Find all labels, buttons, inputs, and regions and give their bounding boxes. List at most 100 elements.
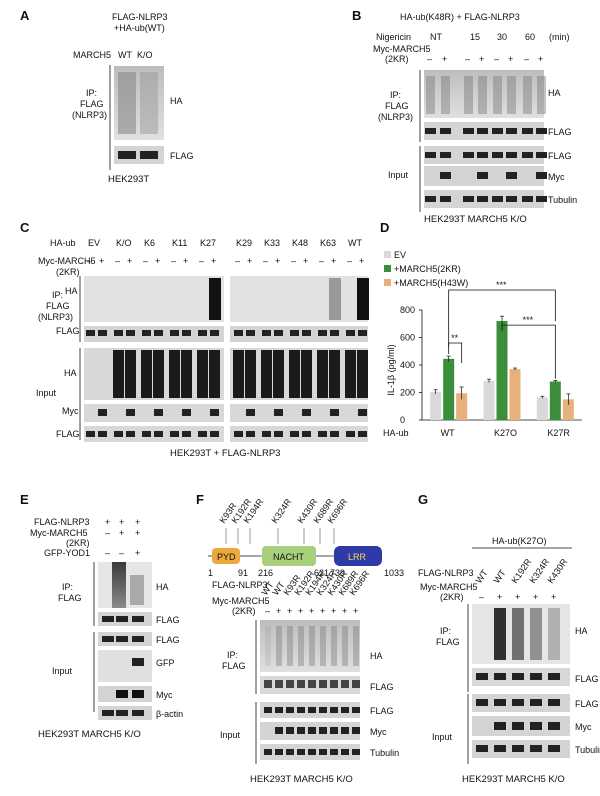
e-sign: + bbox=[135, 548, 140, 558]
g-flag-ip-band bbox=[530, 673, 542, 680]
c-ha-ip-smear bbox=[209, 278, 221, 320]
c-myc-band bbox=[302, 409, 311, 416]
c-flag-ip-band bbox=[262, 330, 271, 336]
f-signs: – + + + + + + + + bbox=[265, 606, 358, 616]
c-flag-ip-band bbox=[170, 330, 179, 336]
c-ha-input-smear bbox=[329, 350, 340, 398]
b-tubulin-band bbox=[522, 196, 533, 202]
c-sign: – bbox=[347, 256, 352, 266]
c-ha-input-smear bbox=[301, 350, 312, 398]
c-flag-ip-band bbox=[302, 330, 311, 336]
c-flag-ip-band bbox=[182, 330, 191, 336]
c-flag-ip-band bbox=[330, 330, 339, 336]
g-flag-ip-band bbox=[548, 673, 560, 680]
g-myc-band bbox=[548, 722, 560, 730]
f-ha-smear bbox=[342, 626, 348, 666]
f-sign: + bbox=[309, 606, 314, 616]
f-domain-lrr bbox=[334, 546, 382, 566]
c-ha-input-smear bbox=[289, 350, 300, 398]
c-sign: – bbox=[87, 256, 92, 266]
g-lane-bands bbox=[476, 608, 560, 752]
c-sign: + bbox=[275, 256, 280, 266]
d-bar bbox=[549, 381, 561, 420]
e-row-myc-march5: Myc-MARCH5 bbox=[30, 528, 88, 538]
g-row1: FLAG-NLRP3 bbox=[418, 568, 474, 578]
f-sign: + bbox=[298, 606, 303, 616]
b-tp-nt: NT bbox=[430, 32, 442, 42]
b-sign: + bbox=[538, 54, 543, 64]
f-row1: FLAG-NLRP3 bbox=[212, 580, 268, 590]
f-cell: HEK293T MARCH5 K/O bbox=[250, 774, 353, 785]
b-flag-ip-band bbox=[425, 128, 436, 134]
a-ha-smear-ko bbox=[140, 72, 158, 134]
c-band-flag-ip: FLAG bbox=[56, 326, 80, 336]
c-flag-band bbox=[126, 431, 135, 437]
d-sig-label: *** bbox=[523, 315, 534, 325]
f-flag-band bbox=[352, 707, 360, 713]
b-march: Myc-MARCH5 bbox=[373, 44, 431, 54]
e-band-myc: Myc bbox=[156, 690, 173, 700]
g-lane-label: K430R bbox=[545, 556, 569, 585]
c-ha-input-smear bbox=[233, 350, 244, 398]
f-mutation-label: K324R bbox=[269, 496, 293, 525]
e-band-flag-ip: FLAG bbox=[156, 615, 180, 625]
c-ha-ip-blot-right bbox=[230, 276, 368, 322]
f-input: Input bbox=[220, 730, 241, 740]
d-y-tick-label: 200 bbox=[400, 388, 415, 398]
f-tubulin-band bbox=[264, 749, 272, 755]
b-nigericin: Nigericin bbox=[376, 32, 411, 42]
c-flag-band bbox=[358, 431, 367, 437]
c-group-label: K48 bbox=[292, 238, 308, 248]
e-sign: – bbox=[119, 548, 124, 558]
d-y-tick-label: 800 bbox=[400, 305, 415, 315]
c-myc-band bbox=[126, 409, 135, 416]
b-band-tubulin: Tubulin bbox=[548, 195, 577, 205]
c-sign: + bbox=[303, 256, 308, 266]
d-legend-label: +MARCH5(H43W) bbox=[394, 278, 468, 288]
panel-e: E FLAG-NLRP3 Myc-MARCH5 (2KR) GFP-YOD1 +… bbox=[20, 492, 183, 740]
f-sign: + bbox=[276, 606, 281, 616]
c-group-label: K29 bbox=[236, 238, 252, 248]
c-ha-input-smear bbox=[357, 350, 368, 398]
panel-b: B HA-ub(K48R) + FLAG-NLRP3 Nigericin NT … bbox=[352, 8, 577, 225]
c-flag-ip-band bbox=[234, 330, 243, 336]
f-myc-band bbox=[275, 727, 283, 734]
e-band-ha: HA bbox=[156, 582, 169, 592]
panel-a: A FLAG-NLRP3 +HA-ub(WT) MARCH5 WT K/O IP… bbox=[20, 8, 194, 185]
b-flag-band bbox=[506, 152, 517, 158]
c-flag-band bbox=[114, 431, 123, 437]
d-sig-bracket bbox=[501, 324, 556, 379]
g-ip-1: IP: bbox=[440, 626, 451, 636]
c-ha-input-smear bbox=[209, 350, 220, 398]
g-ha-smear bbox=[494, 608, 506, 660]
e-ha-smear-lane2 bbox=[112, 562, 126, 608]
g-sign: + bbox=[533, 592, 538, 602]
b-ha-smear bbox=[426, 76, 435, 114]
b-sign: + bbox=[508, 54, 513, 64]
f-flag-band bbox=[275, 707, 283, 713]
a-band-flag: FLAG bbox=[170, 151, 194, 161]
f-march-sub: (2KR) bbox=[232, 606, 256, 616]
f-march: Myc-MARCH5 bbox=[212, 596, 270, 606]
c-group-label: EV bbox=[88, 238, 100, 248]
f-myc-band bbox=[341, 727, 349, 734]
f-position-label: 216 bbox=[258, 568, 273, 578]
c-flag-ip-band bbox=[290, 330, 299, 336]
panel-label-b: B bbox=[352, 8, 361, 23]
c-ha-input-smear bbox=[261, 350, 272, 398]
c-flag-band bbox=[170, 431, 179, 437]
f-tubulin-band bbox=[308, 749, 316, 755]
g-band-tubulin: Tubulin bbox=[575, 745, 600, 755]
b-tp-60: 60 bbox=[525, 32, 535, 42]
f-domain-pyd bbox=[212, 548, 240, 564]
f-ha-smear bbox=[265, 626, 271, 666]
b-flag-band bbox=[492, 152, 503, 158]
c-ha-input-smear bbox=[169, 350, 180, 398]
g-tubulin-band bbox=[548, 745, 560, 752]
a-header-1: FLAG-NLRP3 bbox=[112, 12, 168, 22]
b-ha-smear bbox=[464, 76, 473, 114]
f-sign: + bbox=[331, 606, 336, 616]
f-position-label: 739 bbox=[330, 568, 345, 578]
